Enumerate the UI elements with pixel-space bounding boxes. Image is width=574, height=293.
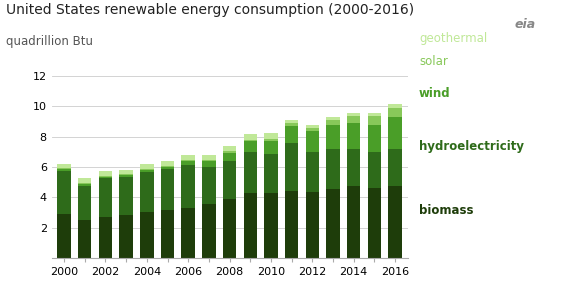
Bar [305, 193, 319, 258]
Bar [119, 177, 133, 215]
Bar [327, 117, 340, 120]
Bar [202, 204, 216, 258]
Text: solar: solar [419, 55, 448, 68]
Bar [368, 113, 381, 116]
Bar [202, 161, 216, 166]
Text: wind: wind [419, 87, 451, 100]
Bar [202, 160, 216, 161]
Bar [389, 108, 402, 117]
Bar [285, 123, 298, 126]
Text: quadrillion Btu: quadrillion Btu [6, 35, 93, 48]
Bar [347, 123, 360, 149]
Bar [347, 113, 360, 116]
Bar [119, 215, 133, 258]
Bar [223, 161, 236, 199]
Bar [243, 193, 257, 258]
Bar [368, 116, 381, 125]
Bar [140, 164, 154, 169]
Bar [181, 165, 195, 208]
Bar [57, 169, 71, 171]
Bar [347, 186, 360, 258]
Bar [264, 133, 278, 139]
Bar [161, 166, 174, 169]
Bar [368, 188, 381, 258]
Bar [223, 199, 236, 258]
Text: geothermal: geothermal [419, 32, 487, 45]
Bar [285, 143, 298, 191]
Bar [161, 161, 174, 166]
Bar [119, 175, 133, 177]
Bar [264, 193, 278, 258]
Bar [305, 128, 319, 132]
Bar [161, 169, 174, 210]
Bar [78, 220, 91, 258]
Bar [327, 188, 340, 258]
Bar [243, 134, 257, 140]
Bar [223, 153, 236, 161]
Text: hydroelectricity: hydroelectricity [419, 140, 524, 153]
Bar [140, 172, 154, 212]
Bar [264, 141, 278, 154]
Text: biomass: biomass [419, 205, 474, 217]
Bar [389, 186, 402, 258]
Bar [140, 170, 154, 172]
Bar [119, 174, 133, 175]
Bar [99, 177, 112, 178]
Bar [202, 166, 216, 204]
Text: eia: eia [515, 18, 536, 30]
Bar [368, 125, 381, 151]
Bar [57, 214, 71, 258]
Bar [243, 140, 257, 142]
Bar [119, 170, 133, 174]
Bar [368, 151, 381, 188]
Bar [347, 116, 360, 123]
Bar [99, 178, 112, 217]
Bar [99, 217, 112, 258]
Bar [305, 125, 319, 128]
Bar [78, 178, 91, 183]
Bar [57, 171, 71, 214]
Bar [285, 120, 298, 123]
Bar [78, 186, 91, 220]
Bar [181, 161, 195, 165]
Bar [181, 160, 195, 161]
Bar [99, 176, 112, 177]
Bar [99, 171, 112, 176]
Bar [140, 212, 154, 258]
Bar [78, 184, 91, 186]
Bar [389, 117, 402, 149]
Text: United States renewable energy consumption (2000-2016): United States renewable energy consumpti… [6, 3, 414, 17]
Bar [389, 105, 402, 108]
Bar [223, 151, 236, 153]
Bar [243, 142, 257, 152]
Bar [181, 155, 195, 160]
Bar [57, 163, 71, 168]
Bar [202, 155, 216, 160]
Bar [264, 154, 278, 193]
Bar [243, 152, 257, 193]
Bar [57, 168, 71, 169]
Bar [223, 146, 236, 151]
Bar [140, 169, 154, 170]
Bar [285, 191, 298, 258]
Bar [78, 183, 91, 184]
Bar [327, 120, 340, 125]
Bar [327, 149, 340, 188]
Bar [264, 139, 278, 141]
Bar [181, 208, 195, 258]
Bar [305, 152, 319, 193]
Bar [305, 132, 319, 152]
Bar [161, 210, 174, 258]
Bar [285, 126, 298, 143]
Bar [327, 125, 340, 149]
Bar [347, 149, 360, 186]
Bar [389, 149, 402, 186]
